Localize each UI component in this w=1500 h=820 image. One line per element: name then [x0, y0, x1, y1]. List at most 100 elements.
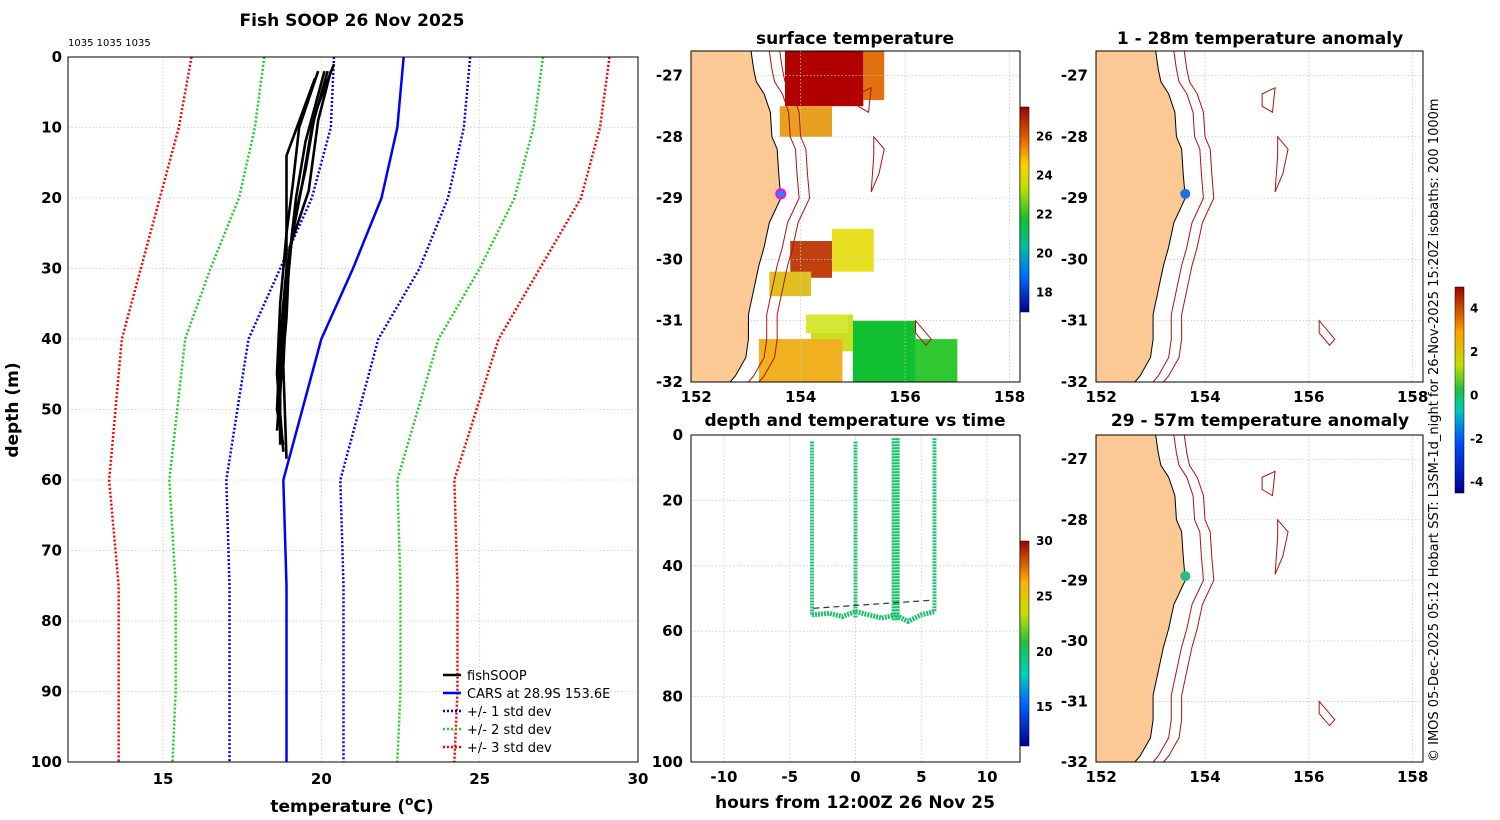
sst-colorbar-ticks: 26 24 22 20 18	[1036, 129, 1053, 299]
land-mass	[690, 50, 782, 383]
depth-time-panel: depth and temperature vs time -10 -5 0 5 100…	[652, 411, 1053, 813]
map-ytick-label: -29	[1061, 189, 1088, 207]
map-xtick-label: 156	[1293, 388, 1324, 406]
map-ytick-label: -28	[656, 128, 683, 146]
anomaly-colorbar-label: 4	[1470, 302, 1478, 316]
depth-time-bottom-trace	[811, 608, 936, 625]
anomaly-lower-location-marker	[1180, 571, 1191, 582]
profile-series--2-std	[168, 56, 266, 763]
depth-time-title: depth and temperature vs time	[705, 411, 1006, 431]
seamount-isobath	[1261, 470, 1276, 497]
profile-series--1-std	[225, 56, 336, 762]
map-ytick-label: -32	[1061, 373, 1088, 391]
depth-time-xtick-label: 10	[977, 768, 998, 786]
map-ytick-label: -27	[656, 67, 683, 85]
profile-ytick-label: 40	[41, 330, 62, 348]
seamount-isobath	[915, 319, 932, 346]
depth-time-ytick-label: 100	[652, 753, 683, 771]
anomaly-lower-axes-box	[1095, 434, 1424, 763]
map-ytick-label: -30	[1061, 250, 1088, 268]
profile-ytick-label: 60	[41, 471, 62, 489]
profile-xtick-label: 25	[469, 770, 490, 788]
sst-colorbar-label: 22	[1036, 207, 1053, 221]
profile-ytick-label: 100	[31, 753, 62, 771]
profile-lines	[107, 56, 611, 763]
anomaly-colorbar-label: 0	[1470, 388, 1478, 402]
legend-label: CARS at 28.9S 153.6E	[467, 687, 610, 702]
profile-grid	[68, 56, 639, 763]
profile-ytick-label: 10	[41, 119, 62, 137]
anomaly-colorbar-label: -2	[1470, 432, 1483, 446]
depth-time-colorbar	[1019, 540, 1030, 747]
depth-time-ytick-label: 20	[662, 491, 683, 509]
profile-xlabel: temperature (oC)	[270, 794, 433, 817]
sst-patch	[805, 314, 848, 333]
profile-fishsoop-line	[275, 77, 317, 445]
map-ytick-label: -28	[1061, 511, 1088, 529]
legend-label: +/- 2 std dev	[467, 723, 552, 738]
depth-time-xtick-label: 5	[916, 768, 926, 786]
sst-colorbar-label: 26	[1036, 129, 1053, 143]
sst-colorbar-label: 24	[1036, 168, 1053, 182]
sst-colorbar	[1019, 106, 1030, 313]
map-xtick-label: 158	[994, 388, 1025, 406]
profile-ytick-label: 70	[41, 542, 62, 560]
profile-series--1-std	[339, 56, 472, 762]
map-xtick-label: 154	[1189, 388, 1220, 406]
map-ytick-label: -32	[1061, 753, 1088, 771]
anomaly-lower-ticks: 152 154 156 158 -27 -28 -29 -30 -31 -32	[1061, 450, 1428, 786]
depth-time-ytick-label: 40	[662, 557, 683, 575]
depth-time-xtick-label: -10	[710, 768, 737, 786]
map-ytick-label: -31	[1061, 692, 1088, 710]
map-xtick-label: 154	[1189, 768, 1220, 786]
map-xtick-label: 154	[785, 388, 816, 406]
profile-panel: Fish SOOP 26 Nov 2025 1035 1035 1035 15 2…	[3, 11, 648, 817]
sst-panel: surface temperature 152 154 156 158 -27 -28 -2…	[656, 29, 1053, 406]
depth-time-colorbar-ticks: 30 25 20 15	[1036, 534, 1053, 714]
map-ytick-label: -29	[1061, 571, 1088, 589]
profile-ytick-label: 30	[41, 260, 62, 278]
isobath-1000m	[758, 50, 811, 383]
depth-time-ytick-label: 80	[662, 688, 683, 706]
depth-time-colorbar-label: 25	[1036, 589, 1053, 603]
anomaly-lower-land	[1095, 434, 1336, 763]
seamount-isobath	[1274, 135, 1289, 193]
map-ytick-label: -31	[1061, 312, 1088, 330]
isobath-200m	[1152, 50, 1204, 383]
profile-fishsoop-line	[275, 70, 333, 431]
profile-ytick-label: 90	[41, 683, 62, 701]
profile-ytick-label: 80	[41, 612, 62, 630]
anomaly-upper-ticks: 152 154 156 158 -27 -28 -29 -30 -31 -32	[1061, 67, 1428, 406]
sst-patch	[915, 339, 958, 382]
map-xtick-label: 152	[1086, 768, 1117, 786]
anomaly-colorbar-label: 2	[1470, 345, 1478, 359]
profile-series--2-std	[396, 56, 545, 763]
sst-patch	[832, 228, 874, 272]
depth-time-colorbar-label: 30	[1036, 534, 1053, 548]
isobath-200m	[748, 50, 800, 383]
map-ytick-label: -27	[1061, 67, 1088, 85]
legend-label: +/- 1 std dev	[467, 705, 552, 720]
profile-fishsoop-line	[282, 63, 336, 459]
legend-label: fishSOOP	[467, 669, 527, 684]
profile-title: Fish SOOP 26 Nov 2025	[240, 11, 465, 31]
seamount-isobath	[1261, 86, 1276, 114]
map-ytick-label: -30	[1061, 632, 1088, 650]
land-mass	[1095, 50, 1186, 383]
sst-patch	[785, 51, 864, 107]
map-ytick-label: -31	[656, 312, 683, 330]
anomaly-upper-location-marker	[1180, 188, 1191, 199]
sst-title: surface temperature	[756, 29, 954, 49]
profile-xtick-label: 20	[311, 770, 332, 788]
profile-xtick-label: 15	[153, 770, 174, 788]
depth-time-xlabel: hours from 12:00Z 26 Nov 25	[715, 793, 995, 813]
profile-axes-box	[67, 56, 639, 763]
profile-ytick-label: 20	[41, 189, 62, 207]
side-credit: © IMOS 05-Dec-2025 05:12 Hobart SST: L3S…	[1427, 98, 1442, 762]
sst-colorbar-label: 20	[1036, 246, 1053, 260]
sst-land	[690, 50, 932, 383]
anomaly-upper-panel: 1 - 28m temperature anomaly 152 154 156 158…	[1061, 29, 1428, 406]
sst-heatmap-cells	[758, 51, 958, 382]
